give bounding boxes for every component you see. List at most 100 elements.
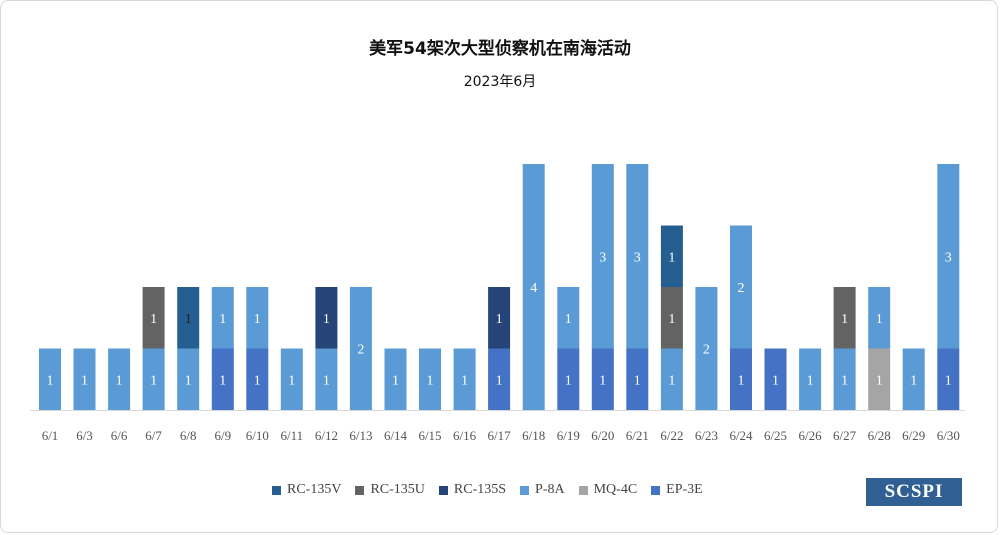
chart-legend: RC-135V RC-135U RC-135S P-8A MQ-4C EP-3E bbox=[272, 482, 703, 498]
legend-swatch bbox=[578, 485, 588, 495]
bar-rc-135v-6-8 bbox=[177, 287, 200, 349]
bar-p-8a-6-21 bbox=[626, 164, 649, 349]
data-label: 2 bbox=[703, 343, 710, 358]
bar-ep-3e-6-17 bbox=[488, 348, 511, 410]
x-tick-label: 6/7 bbox=[145, 428, 162, 443]
bar-p-8a-6-22 bbox=[660, 348, 683, 410]
data-label: 1 bbox=[81, 373, 88, 388]
legend-label: RC-135S bbox=[453, 482, 507, 497]
x-tick-label: 6/8 bbox=[180, 428, 197, 443]
bar-p-8a-6-3 bbox=[73, 348, 96, 410]
bar-p-8a-6-26 bbox=[799, 348, 822, 410]
data-label: 1 bbox=[496, 373, 503, 388]
bar-ep-3e-6-20 bbox=[591, 348, 614, 410]
data-label: 3 bbox=[945, 250, 952, 265]
x-tick-label: 6/9 bbox=[214, 428, 231, 443]
x-tick-label: 6/19 bbox=[557, 428, 580, 443]
bar-p-8a-6-29 bbox=[902, 348, 925, 410]
legend-item: EP-3E bbox=[651, 482, 703, 498]
legend-label: RC-135V bbox=[287, 482, 342, 497]
legend-swatch bbox=[651, 485, 661, 495]
data-label: 1 bbox=[772, 373, 779, 388]
data-label: 1 bbox=[461, 373, 468, 388]
x-tick-label: 6/27 bbox=[833, 428, 857, 443]
data-label: 1 bbox=[910, 373, 917, 388]
x-tick-label: 6/23 bbox=[695, 428, 718, 443]
x-tick-label: 6/6 bbox=[111, 428, 128, 443]
data-label: 1 bbox=[47, 373, 54, 388]
legend-label: MQ-4C bbox=[593, 482, 638, 497]
legend-label: RC-135U bbox=[370, 482, 425, 497]
data-label: 1 bbox=[392, 373, 399, 388]
data-label: 1 bbox=[668, 312, 675, 327]
legend-label: EP-3E bbox=[666, 482, 703, 497]
data-label: 2 bbox=[357, 343, 364, 358]
chart-subtitle: 2023年6月 bbox=[463, 74, 537, 90]
x-tick-label: 6/14 bbox=[384, 428, 408, 443]
x-tick-label: 6/18 bbox=[522, 428, 545, 443]
bar-p-8a-6-24 bbox=[730, 225, 752, 349]
data-label: 1 bbox=[634, 373, 641, 388]
bar-p-8a-6-12 bbox=[315, 348, 338, 410]
data-label: 3 bbox=[634, 250, 641, 265]
legend-item: P-8A bbox=[520, 482, 565, 498]
x-tick-label: 6/30 bbox=[937, 428, 960, 443]
data-label: 4 bbox=[530, 281, 537, 296]
legend-label: P-8A bbox=[535, 482, 565, 497]
x-tick-label: 6/24 bbox=[729, 428, 753, 443]
bar-p-8a-6-13 bbox=[349, 287, 372, 410]
x-tick-label: 6/3 bbox=[76, 428, 93, 443]
bar-p-8a-6-8 bbox=[177, 348, 200, 410]
x-tick-label: 6/12 bbox=[315, 428, 338, 443]
bar-p-8a-6-9 bbox=[211, 287, 234, 349]
legend-swatch bbox=[355, 485, 365, 495]
bar-p-8a-6-11 bbox=[280, 348, 303, 410]
data-label: 1 bbox=[185, 373, 192, 388]
x-tick-label: 6/28 bbox=[868, 428, 891, 443]
data-label: 1 bbox=[841, 373, 848, 388]
bar-p-8a-6-10 bbox=[246, 287, 269, 349]
x-tick-label: 6/25 bbox=[764, 428, 787, 443]
bar-rc-135s-6-12 bbox=[315, 287, 338, 349]
x-tick-label: 6/22 bbox=[660, 428, 683, 443]
bar-ep-3e-6-21 bbox=[626, 348, 649, 410]
bar-p-8a-6-23 bbox=[695, 287, 718, 410]
bar-p-8a-6-20 bbox=[591, 164, 614, 349]
x-tick-label: 6/1 bbox=[42, 428, 59, 443]
data-label: 1 bbox=[565, 312, 572, 327]
data-label: 2 bbox=[738, 281, 745, 296]
bar-rc-135s-6-17 bbox=[488, 287, 511, 349]
legend-swatch bbox=[520, 485, 530, 495]
bar-p-8a-6-19 bbox=[557, 287, 580, 349]
data-label: 1 bbox=[150, 312, 157, 327]
data-label: 1 bbox=[565, 373, 572, 388]
bar-p-8a-6-1 bbox=[39, 348, 61, 410]
x-tick-label: 6/21 bbox=[626, 428, 649, 443]
data-label: 1 bbox=[185, 312, 192, 327]
data-label: 1 bbox=[150, 373, 157, 388]
scspi-logo: SCSPI bbox=[866, 478, 962, 506]
data-label: 1 bbox=[807, 373, 814, 388]
x-tick-label: 6/10 bbox=[246, 428, 269, 443]
bar-p-8a-6-14 bbox=[384, 348, 407, 410]
data-label: 1 bbox=[288, 373, 295, 388]
x-tick-label: 6/16 bbox=[453, 428, 477, 443]
bar-p-8a-6-28 bbox=[868, 287, 891, 349]
data-label: 1 bbox=[945, 373, 952, 388]
data-label: 3 bbox=[599, 250, 606, 265]
bar-p-8a-6-7 bbox=[142, 348, 165, 410]
data-label: 1 bbox=[323, 312, 330, 327]
x-tick-label: 6/26 bbox=[799, 428, 823, 443]
bar-rc-135u-6-27 bbox=[833, 287, 856, 349]
data-label: 1 bbox=[841, 312, 848, 327]
legend-item: RC-135V bbox=[272, 482, 341, 498]
data-label: 1 bbox=[876, 312, 883, 327]
x-tick-label: 6/13 bbox=[349, 428, 372, 443]
bar-ep-3e-6-25 bbox=[764, 348, 787, 410]
x-tick-label: 6/15 bbox=[418, 428, 441, 443]
legend-item: RC-135S bbox=[438, 482, 507, 498]
bar-ep-3e-6-19 bbox=[557, 348, 580, 410]
legend-swatch bbox=[438, 485, 448, 495]
